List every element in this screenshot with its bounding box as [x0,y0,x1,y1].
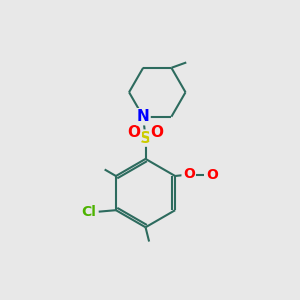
Text: O: O [183,167,194,182]
Text: O: O [206,167,218,182]
Text: O: O [128,125,141,140]
Text: N: N [137,109,149,124]
Text: S: S [140,130,151,146]
Text: O: O [183,167,195,181]
Text: O: O [150,125,163,140]
Text: Cl: Cl [81,205,96,219]
